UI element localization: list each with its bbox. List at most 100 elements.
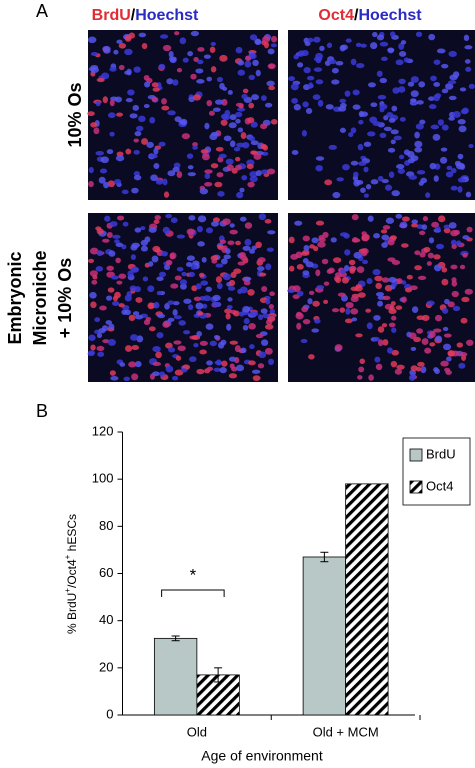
y-tick-label: 120 bbox=[92, 423, 114, 438]
cell bbox=[451, 280, 458, 287]
cell bbox=[210, 66, 217, 73]
cell bbox=[206, 76, 213, 82]
cell bbox=[135, 125, 144, 132]
cell bbox=[229, 340, 239, 345]
y-label-part: % BrdU bbox=[65, 593, 79, 634]
cell bbox=[345, 302, 354, 309]
cell bbox=[433, 328, 442, 333]
cell bbox=[315, 156, 325, 161]
cell bbox=[332, 191, 341, 199]
cell bbox=[229, 363, 235, 369]
cell bbox=[315, 269, 321, 277]
cell bbox=[379, 103, 388, 110]
cell bbox=[352, 237, 359, 243]
cell bbox=[389, 31, 396, 37]
cell bbox=[145, 316, 151, 322]
cell bbox=[258, 213, 267, 221]
cell bbox=[391, 315, 397, 321]
cell bbox=[133, 174, 142, 181]
cell bbox=[400, 40, 407, 45]
cell bbox=[243, 276, 252, 281]
cell bbox=[468, 143, 474, 149]
cell bbox=[456, 240, 462, 247]
cell bbox=[339, 98, 347, 104]
cell bbox=[296, 311, 303, 317]
cell bbox=[204, 169, 213, 174]
cell bbox=[107, 112, 116, 119]
legend-swatch bbox=[409, 448, 423, 462]
cell bbox=[399, 117, 406, 122]
stain: Hoechst bbox=[358, 7, 422, 24]
cell bbox=[181, 271, 187, 277]
cell bbox=[187, 165, 194, 170]
cell bbox=[167, 110, 176, 116]
cell bbox=[398, 78, 406, 85]
cell bbox=[359, 358, 365, 365]
cell bbox=[300, 251, 310, 256]
cell bbox=[221, 360, 228, 367]
cell bbox=[125, 148, 132, 155]
cell bbox=[258, 314, 264, 321]
cell bbox=[87, 350, 96, 356]
cell bbox=[101, 72, 110, 80]
cell bbox=[410, 90, 419, 98]
cell bbox=[355, 42, 362, 48]
cell bbox=[443, 333, 452, 338]
cell bbox=[113, 49, 119, 55]
cell bbox=[167, 170, 176, 177]
cell bbox=[416, 170, 426, 175]
cell bbox=[373, 233, 381, 239]
cell bbox=[151, 255, 159, 263]
cell bbox=[233, 268, 242, 274]
cell bbox=[440, 147, 448, 152]
cell bbox=[116, 280, 123, 285]
cell bbox=[381, 277, 390, 283]
cell bbox=[313, 67, 323, 72]
cell bbox=[418, 230, 426, 235]
cell bbox=[165, 213, 173, 219]
cell bbox=[366, 278, 373, 285]
cell bbox=[152, 361, 162, 367]
cell bbox=[442, 343, 452, 351]
cell bbox=[425, 192, 431, 199]
cell bbox=[408, 332, 417, 340]
cell bbox=[102, 45, 111, 52]
cell bbox=[380, 56, 388, 62]
cell bbox=[128, 361, 137, 368]
cell bbox=[168, 56, 177, 62]
stain: Hoechst bbox=[135, 7, 199, 24]
y-tick-label: 80 bbox=[99, 518, 113, 533]
cell bbox=[357, 143, 364, 151]
cell bbox=[216, 172, 224, 178]
cell bbox=[95, 150, 105, 156]
cell bbox=[382, 295, 391, 301]
cell bbox=[242, 306, 251, 313]
cell bbox=[344, 318, 353, 324]
cell bbox=[433, 175, 439, 182]
cell bbox=[179, 283, 187, 290]
cell bbox=[318, 237, 326, 243]
cell bbox=[288, 76, 296, 82]
cell bbox=[341, 277, 349, 284]
cell bbox=[219, 54, 228, 62]
cell bbox=[365, 308, 372, 313]
cell bbox=[243, 318, 250, 325]
cell bbox=[377, 300, 384, 307]
cell bbox=[414, 250, 421, 256]
cell bbox=[446, 165, 453, 171]
cell bbox=[358, 119, 364, 125]
cell bbox=[108, 323, 115, 330]
cell bbox=[190, 73, 197, 80]
cell bbox=[170, 283, 179, 289]
cell bbox=[174, 31, 180, 36]
cell bbox=[173, 340, 182, 345]
cell bbox=[135, 297, 143, 303]
cell bbox=[186, 255, 195, 262]
cell bbox=[130, 254, 136, 261]
cell bbox=[206, 360, 213, 366]
cell bbox=[321, 258, 329, 265]
cell bbox=[186, 228, 196, 236]
cell bbox=[358, 161, 367, 166]
cell bbox=[246, 163, 254, 170]
